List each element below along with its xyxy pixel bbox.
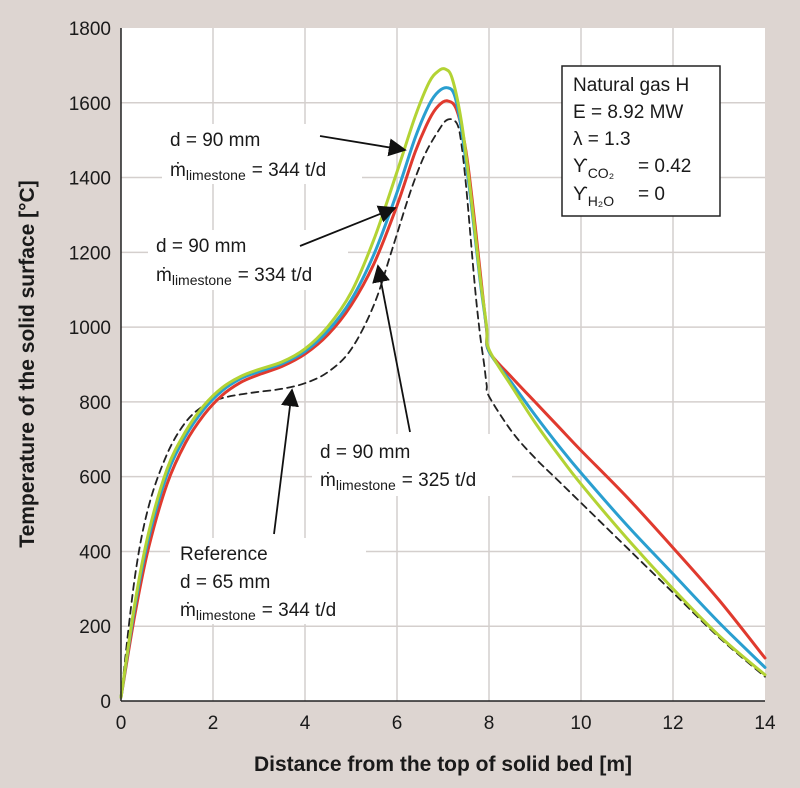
annotation-334-arrow [299,205,397,247]
x-tick-label: 10 [570,713,591,734]
annotation-334: d = 90 mm ṁlimestone = 334 t/d [148,205,397,290]
y-tick-label: 1000 [69,318,111,339]
y-tick-label: 600 [79,468,111,489]
info-h2o-symbol: ϒ [573,184,588,205]
y-tick-label: 1200 [69,243,111,264]
info-lambda: λ = 1.3 [573,129,631,150]
annotation-reference-title: Reference [180,544,268,565]
series-line-325 [119,99,767,699]
series-line-344 [119,67,767,699]
x-tick-label: 8 [484,713,495,734]
x-tick-label: 12 [662,713,683,734]
info-power: E = 8.92 MW [573,102,683,123]
y-tick-label: 400 [79,542,111,563]
annotation-reference-arrow [273,388,299,535]
annotation-325-massflow: ṁlimestone = 325 t/d [320,470,476,493]
y-tick-label: 200 [79,617,111,638]
info-box-frame [561,65,721,217]
info-co2-value: = 0.42 [638,156,691,177]
annotation-325: d = 90 mm ṁlimestone = 325 t/d [312,264,512,496]
annotation-325-bg [312,434,512,496]
annotation-344: d = 90 mm ṁlimestone = 344 t/d [162,124,407,184]
annotation-reference: Reference d = 65 mm ṁlimestone = 344 t/d [170,388,366,624]
series-line-reference [120,118,766,699]
y-axis-title: Temperature of the solid surface [°C] [16,180,39,547]
info-h2o-subscript: H₂O [588,193,615,209]
series-line-334 [119,86,767,699]
info-co2-fraction: ϒCO₂ = 0.42 [573,156,691,181]
x-tick-label: 14 [754,713,776,734]
series-layer [119,67,767,699]
info-h2o-fraction: ϒH₂O = 0 [573,184,665,209]
info-box: Natural gas H E = 8.92 MW λ = 1.3 ϒCO₂ = … [561,65,721,217]
y-tick-label: 1800 [69,19,111,40]
x-axis-title: Distance from the top of solid bed [m] [254,753,632,776]
annotation-reference-diameter: d = 65 mm [180,572,270,593]
x-tick-label: 0 [116,713,127,734]
axes: 0 2 4 6 8 10 12 14 0 200 400 600 800 1000 1200 1400 1600… [69,19,776,734]
annotation-334-diameter: d = 90 mm [156,236,246,257]
annotation-reference-bg [170,538,366,624]
annotation-325-arrow [372,264,411,433]
y-tick-label: 1600 [69,94,111,115]
annotation-325-diameter: d = 90 mm [320,442,410,463]
info-fuel: Natural gas H [573,75,689,96]
annotation-344-massflow: ṁlimestone = 344 t/d [170,160,326,183]
annotation-344-bg [162,124,362,184]
x-tick-label: 6 [392,713,403,734]
info-co2-symbol: ϒ [573,156,588,177]
y-tick-label: 800 [79,393,111,414]
info-co2-subscript: CO₂ [588,165,614,181]
info-h2o-value: = 0 [638,184,665,205]
x-tick-label: 4 [300,713,311,734]
x-tick-label: 2 [208,713,219,734]
y-tick-label: 0 [100,692,111,713]
y-tick-label: 1400 [69,169,111,190]
annotation-reference-massflow: ṁlimestone = 344 t/d [180,600,336,623]
annotation-344-diameter: d = 90 mm [170,130,260,151]
annotation-344-arrow [319,135,407,157]
annotation-334-massflow: ṁlimestone = 334 t/d [156,265,312,288]
